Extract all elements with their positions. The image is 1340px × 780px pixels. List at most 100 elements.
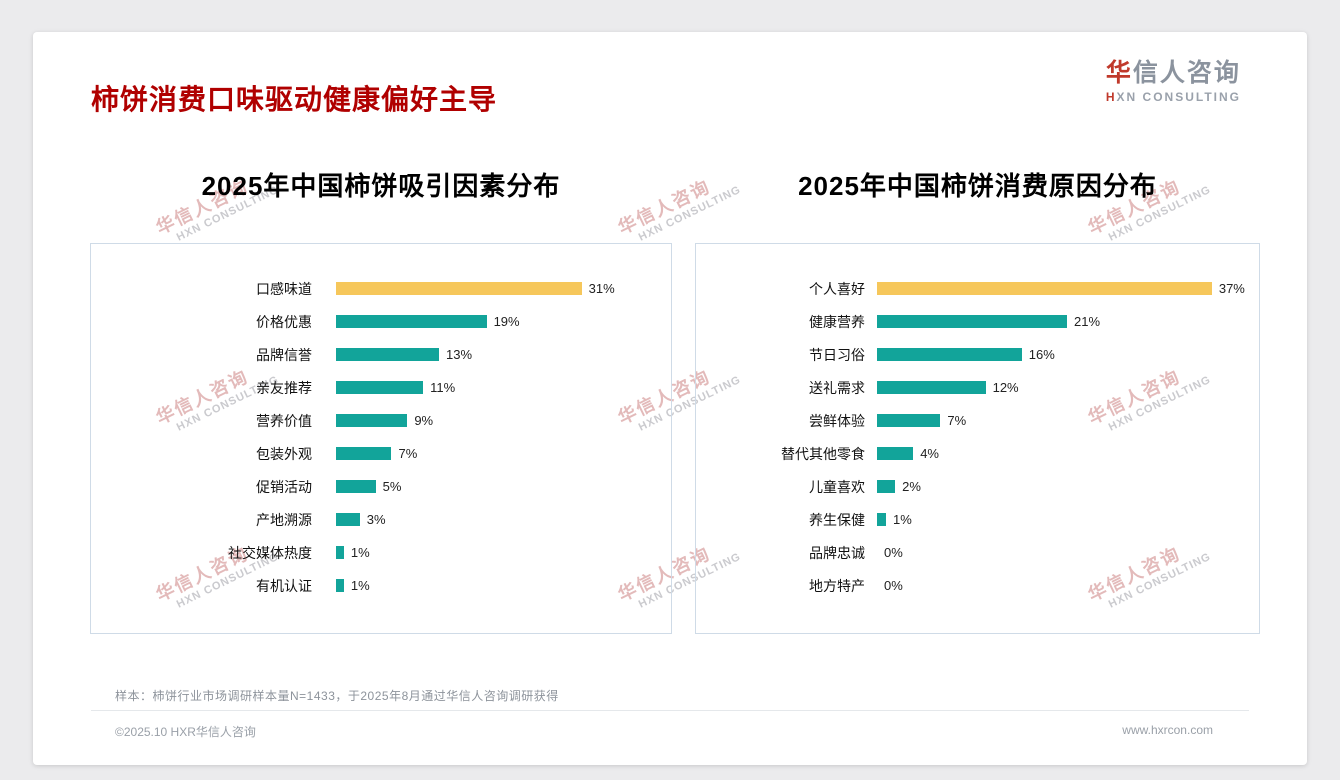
bar-value: 0% [884,578,903,593]
bar-value: 11% [430,380,456,395]
bar-area: 0% [877,578,1239,593]
bar-value: 19% [493,314,520,329]
bar-area: 13% [336,347,653,362]
bar-value: 37% [1218,281,1245,296]
bar-area: 0% [877,545,1239,560]
bar-label: 送礼需求 [809,379,865,396]
bar [336,546,344,559]
bar-value: 2% [902,479,921,494]
bar-value: 1% [893,512,912,527]
bar-row: 有机认证 1% [91,569,671,602]
bar-area: 4% [877,446,1239,461]
bar [336,282,582,295]
bar-row: 包装外观 7% [91,437,671,470]
logo-cn-accent: 华 [1105,59,1133,87]
bar-value: 16% [1028,347,1055,362]
bar-value: 9% [414,413,434,428]
bar [336,579,344,592]
bar [877,381,986,394]
bar [336,414,408,427]
company-logo: 华信人咨询 HXN CONSULTING [1105,59,1241,104]
bar [877,513,887,526]
bar-area: 2% [877,479,1239,494]
bar-area: 1% [336,545,653,560]
bar-value: 12% [992,380,1019,395]
bar-area: 16% [877,347,1239,362]
bar [336,348,440,361]
bar-value: 7% [947,413,967,428]
bar-label: 个人喜好 [809,280,865,297]
bar-label: 营养价值 [256,412,312,429]
bar-label: 产地溯源 [256,511,312,528]
chart-title-right: 2025年中国柿饼消费原因分布 [798,171,1157,201]
chart-panel-right: 个人喜好 37% 健康营养 21% 节日习俗 16% 送礼需求 12% 尝鲜体验 7% 替代其他零食… [695,243,1260,634]
bar-row: 送礼需求 12% [696,371,1259,404]
bar-row: 个人喜好 37% [696,272,1259,305]
bar-label: 品牌信誉 [256,346,312,363]
chart-panel-left: 口感味道 31% 价格优惠 19% 品牌信誉 13% 亲友推荐 11% 营养价值 9% 包装外观 7%… [90,243,672,634]
bar-label: 促销活动 [256,478,312,495]
bar-row: 产地溯源 3% [91,503,671,536]
chart-consumption-reasons: 2025年中国柿饼消费原因分布 个人喜好 37% 健康营养 21% 节日习俗 16% 送礼需… [695,170,1260,634]
bar-row: 地方特产 0% [696,569,1259,602]
bar-area: 21% [877,314,1239,329]
bar [336,513,360,526]
bar-row: 社交媒体热度 1% [91,536,671,569]
bar-value: 21% [1074,314,1101,329]
bar-area: 11% [336,380,653,395]
bar-label: 尝鲜体验 [809,412,865,429]
page-title: 柿饼消费口味驱动健康偏好主导 [91,84,498,115]
chart-title-left: 2025年中国柿饼吸引因素分布 [201,171,561,201]
bar-value: 1% [350,578,370,593]
footer-website: www.hxrcon.com [1122,723,1213,737]
bar-area: 31% [336,281,653,296]
chart-attraction-factors: 2025年中国柿饼吸引因素分布 口感味道 31% 价格优惠 19% 品牌信誉 13% 亲友推… [90,170,672,634]
bar-label: 儿童喜欢 [809,478,865,495]
bar-label: 包装外观 [256,445,312,462]
bar-area: 7% [336,446,653,461]
bar-row: 节日习俗 16% [696,338,1259,371]
bar-row: 价格优惠 19% [91,305,671,338]
bar-label: 价格优惠 [256,313,312,330]
bar-label: 有机认证 [256,577,312,594]
logo-english-name: HXN CONSULTING [1106,90,1241,104]
bar-row: 品牌信誉 13% [91,338,671,371]
bar-row: 养生保健 1% [696,503,1259,536]
bar-row: 健康营养 21% [696,305,1259,338]
bar-value: 0% [884,545,903,560]
bar-area: 3% [336,512,653,527]
bar-value: 13% [446,347,473,362]
bar [877,414,941,427]
bar-area: 1% [877,512,1239,527]
bar-value: 1% [350,545,370,560]
bar-value: 5% [382,479,402,494]
slide-card: 华信人咨询 HXN CONSULTING 华信人咨询 HXN CONSULTING 华信… [33,32,1307,765]
logo-chinese-name: 华信人咨询 [1105,59,1241,88]
logo-en-text: XN CONSULTING [1116,89,1241,104]
bar-label: 社交媒体热度 [228,544,312,561]
bar-row: 替代其他零食 4% [696,437,1259,470]
bar-area: 12% [877,380,1239,395]
bar-label: 地方特产 [809,577,865,594]
bar [877,315,1068,328]
bar-label: 亲友推荐 [256,379,312,396]
bar [336,315,487,328]
bar-row: 促销活动 5% [91,470,671,503]
bar-row: 营养价值 9% [91,404,671,437]
bar [877,480,896,493]
bar-area: 19% [336,314,653,329]
bar-row: 品牌忠诚 0% [696,536,1259,569]
bar-value: 31% [588,281,615,296]
bar-label: 养生保健 [809,511,865,528]
bar-area: 9% [336,413,653,428]
bar-area: 37% [877,281,1245,296]
bar-value: 4% [920,446,939,461]
bar-value: 7% [398,446,418,461]
bar [336,447,392,460]
bar-area: 1% [336,578,653,593]
bar-area: 7% [877,413,1239,428]
logo-en-accent: H [1105,89,1117,104]
sample-note: 样本：柿饼行业市场调研样本量N=1433，于2025年8月通过华信人咨询调研获得 [115,689,559,703]
bar-label: 节日习俗 [809,346,865,363]
bar-label: 口感味道 [256,280,312,297]
